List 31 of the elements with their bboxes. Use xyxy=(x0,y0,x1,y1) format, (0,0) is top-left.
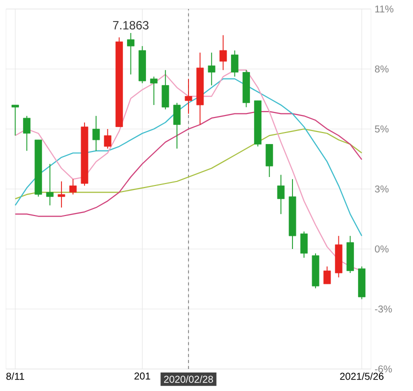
candlestick xyxy=(266,144,274,178)
candlestick xyxy=(92,115,100,152)
y-tick-label: 3% xyxy=(374,185,389,193)
candlestick xyxy=(104,128,112,150)
candlestick xyxy=(219,34,227,71)
candlestick xyxy=(69,178,77,195)
candlestick xyxy=(231,50,238,78)
y-tick-label: -6% xyxy=(374,365,392,373)
candlestick xyxy=(208,52,216,86)
x-tick-label: 2020/02/28 xyxy=(164,376,213,383)
candlestick xyxy=(277,174,285,215)
candlestick xyxy=(323,266,331,284)
y-tick-label: 5% xyxy=(374,125,389,132)
y-tick-label: 8% xyxy=(374,65,389,73)
candlestick xyxy=(23,115,30,152)
x-tick-label: 2021/5/26 xyxy=(340,372,384,380)
annotation: 7.1863 xyxy=(113,21,148,30)
candlestick xyxy=(162,70,170,110)
y-tick-label: -3% xyxy=(374,305,392,313)
x-tick-label: 201 xyxy=(134,372,150,380)
y-tick-label: 11% xyxy=(375,6,394,12)
candlestick xyxy=(127,32,134,75)
candlestick xyxy=(46,163,54,206)
candlestick xyxy=(150,76,158,106)
x-tick-label: 8/11 xyxy=(6,372,24,380)
candlestick xyxy=(173,102,181,150)
candlestick xyxy=(12,104,19,136)
candlestick xyxy=(58,180,66,208)
candlestick xyxy=(300,231,308,258)
y-tick-label: 0% xyxy=(374,245,389,253)
candlestick xyxy=(184,78,192,114)
